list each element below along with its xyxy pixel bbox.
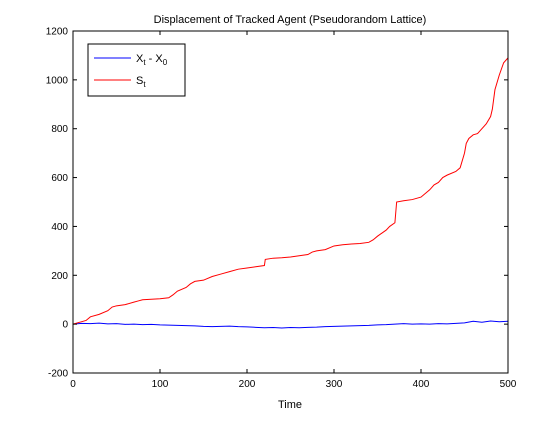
x-axis: 0 100 200 300 400 500: [70, 31, 517, 390]
x-tick-label: 500: [500, 379, 517, 390]
x-tick-label: 400: [413, 379, 430, 390]
legend-box: [87, 43, 186, 97]
y-tick-label: 0: [62, 320, 68, 331]
legend-label-series-2: St: [136, 75, 146, 89]
y-tick-label: 400: [51, 222, 68, 233]
y-tick-label: 1200: [46, 27, 69, 38]
series-layer: [72, 57, 509, 329]
legend-label-series-1: Xt - X0: [136, 53, 168, 67]
series-line-2: [72, 57, 509, 325]
y-tick-label: 200: [51, 271, 68, 282]
x-tick-label: 0: [70, 379, 76, 390]
y-tick-label: -200: [48, 369, 68, 380]
x-tick-label: 200: [239, 379, 256, 390]
y-tick-label: 800: [51, 124, 68, 135]
x-tick-label: 100: [152, 379, 169, 390]
x-tick-label: 300: [326, 379, 343, 390]
chart-title: Displacement of Tracked Agent (Pseudoran…: [154, 14, 427, 26]
x-axis-label: Time: [278, 399, 302, 411]
legend: Xt - X0 St: [87, 43, 186, 97]
y-tick-label: 1000: [46, 75, 69, 86]
series-line-1: [72, 320, 509, 329]
y-tick-label: 600: [51, 173, 68, 184]
plot-frame: [72, 30, 509, 374]
y-axis: -200 0 200 400 600 800 1000 1200: [46, 27, 508, 380]
